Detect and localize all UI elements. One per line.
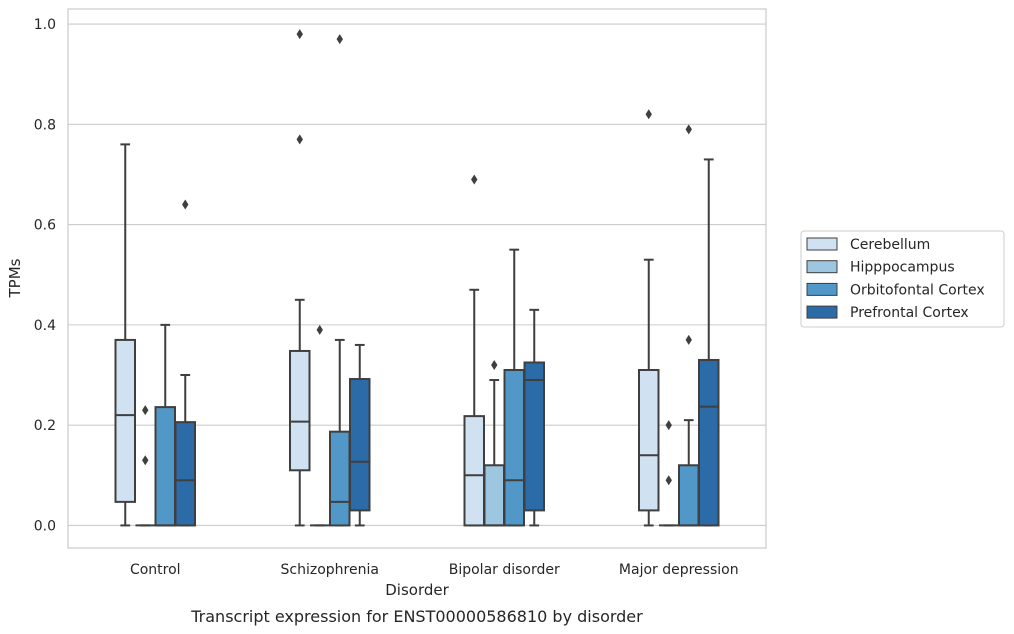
outlier-point	[142, 455, 149, 466]
box-body	[678, 464, 700, 527]
outlier-point	[471, 174, 478, 185]
legend-label: Cerebellum	[850, 237, 930, 253]
x-tick-label: Schizophrenia	[281, 562, 379, 578]
box-body	[349, 378, 371, 512]
box-body	[483, 464, 505, 527]
box-body	[174, 421, 196, 527]
box	[154, 323, 176, 527]
series-prefrontal-cortex	[174, 158, 720, 527]
box	[114, 143, 136, 527]
box	[174, 199, 196, 527]
box-body	[523, 361, 545, 512]
legend-swatch	[806, 237, 838, 251]
outlier-point	[645, 109, 652, 120]
series-hipppocampus	[135, 324, 679, 527]
y-tick-label: 0.0	[34, 518, 56, 534]
legend-swatch	[806, 305, 838, 319]
box-body	[154, 406, 176, 527]
outlier-point	[296, 134, 303, 145]
x-axis-label: Disorder	[385, 581, 449, 599]
legend-label: Hipppocampus	[850, 260, 955, 276]
box	[135, 405, 155, 527]
box	[659, 420, 679, 527]
box	[289, 29, 311, 527]
outlier-point	[182, 199, 189, 210]
x-axis-ticks: Control Schizophrenia Bipolar disorder Majo…	[130, 562, 739, 578]
box-body	[638, 369, 660, 512]
plot-area-frame	[67, 8, 767, 549]
box-body	[289, 349, 311, 472]
x-tick-label: Major depression	[619, 562, 739, 578]
legend-label: Prefrontal Cortex	[850, 305, 969, 321]
box-series-group	[114, 29, 720, 527]
series-cerebellum	[114, 29, 660, 527]
box	[349, 343, 371, 527]
legend: Cerebellum Hipppocampus Orbitofontal Corte…	[800, 230, 1005, 328]
legend-frame	[800, 230, 1005, 328]
series-orbitofontal-cortex	[154, 34, 700, 527]
chart-caption: Transcript expression for ENST0000058681…	[190, 607, 643, 626]
outlier-point	[665, 420, 672, 431]
box-body	[503, 369, 525, 527]
outlier-point	[685, 334, 692, 345]
box-body	[114, 338, 136, 503]
outlier-point	[665, 475, 672, 486]
outlier-point	[316, 324, 323, 335]
box-body	[463, 415, 485, 527]
outlier-point	[685, 124, 692, 135]
legend-swatch	[806, 260, 838, 274]
box	[310, 324, 330, 527]
outlier-point	[491, 359, 498, 370]
box-body	[698, 358, 720, 527]
box	[463, 174, 485, 527]
y-tick-label: 1.0	[34, 17, 56, 33]
x-tick-label: Control	[130, 562, 181, 578]
legend-swatch	[806, 282, 838, 296]
y-axis-ticks: 0.0 0.2 0.4 0.6 0.8 1.0	[34, 17, 56, 534]
box-body	[329, 430, 351, 527]
outlier-point	[142, 405, 149, 416]
box	[523, 308, 545, 527]
y-tick-label: 0.6	[34, 218, 56, 234]
legend-label: Orbitofontal Cortex	[850, 282, 985, 298]
y-tick-label: 0.2	[34, 418, 56, 434]
y-axis-label: TPMs	[6, 258, 24, 298]
box	[483, 359, 505, 527]
box	[698, 158, 720, 527]
y-tick-label: 0.4	[34, 318, 56, 334]
x-tick-label: Bipolar disorder	[449, 562, 560, 578]
box	[638, 109, 660, 527]
y-tick-label: 0.8	[34, 117, 56, 133]
outlier-point	[296, 29, 303, 40]
outlier-point	[336, 34, 343, 45]
